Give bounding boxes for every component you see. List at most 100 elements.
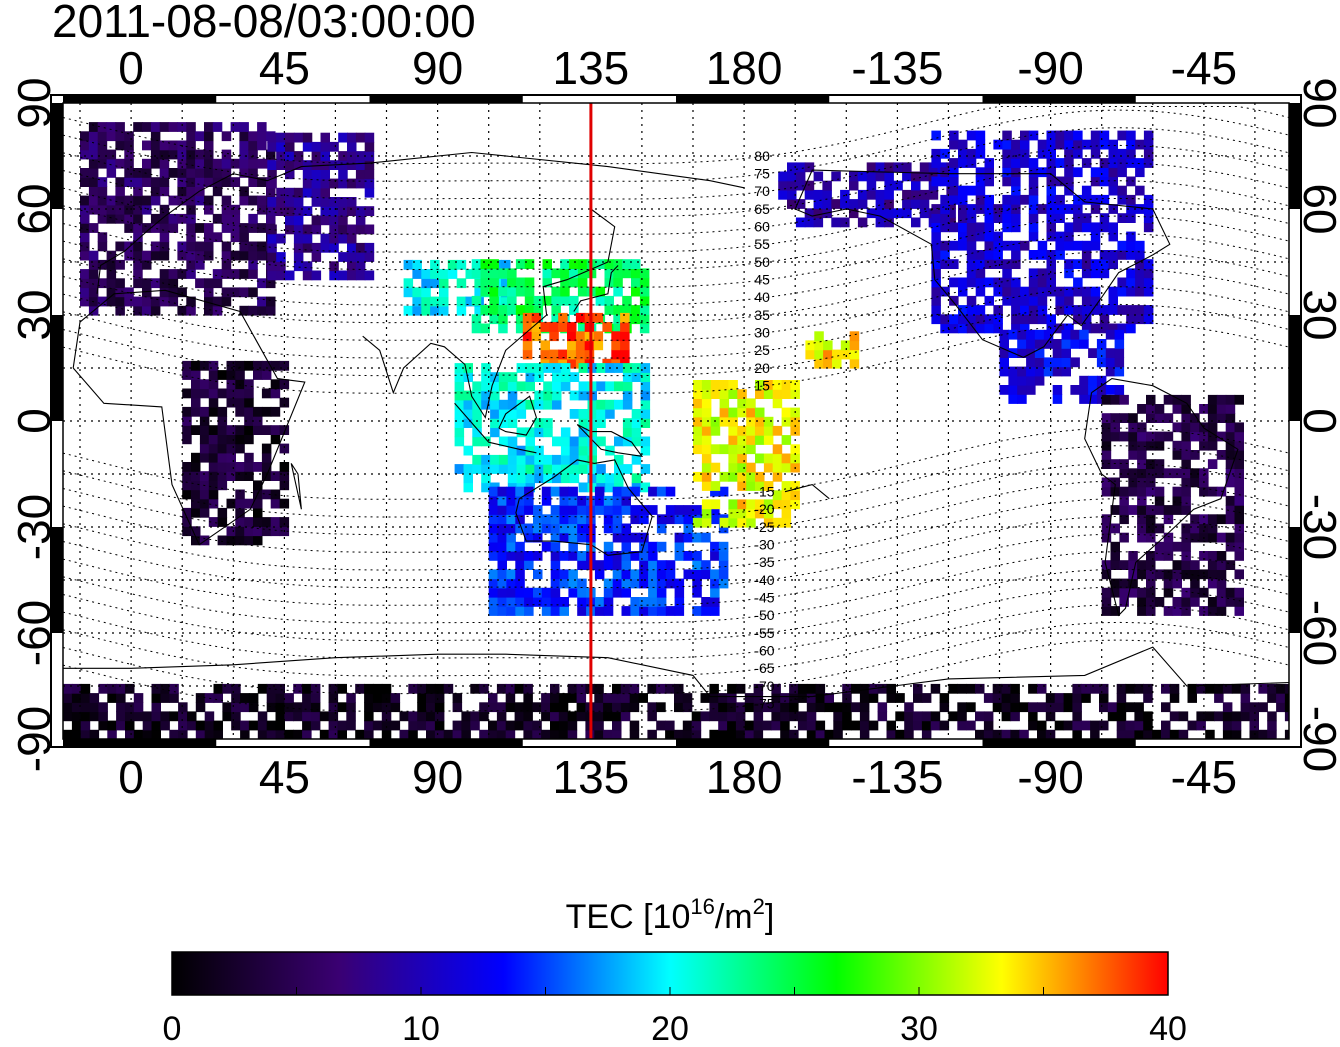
tec-cell xyxy=(515,486,525,497)
tec-cell xyxy=(596,464,606,474)
tec-cell xyxy=(248,287,258,298)
tec-cell xyxy=(709,683,719,694)
tec-cell xyxy=(1119,587,1129,598)
tec-cell xyxy=(447,259,458,270)
tec-cell xyxy=(911,180,921,191)
tec-cell xyxy=(629,720,640,731)
tec-cell xyxy=(1037,729,1047,739)
tec-cell xyxy=(605,409,615,419)
tec-cell xyxy=(1207,578,1218,589)
tec-cell xyxy=(276,132,286,143)
tec-cell xyxy=(434,720,445,731)
tec-cell xyxy=(560,436,571,447)
tec-cell xyxy=(524,486,534,497)
tec-cell xyxy=(320,151,330,161)
tec-cell xyxy=(168,195,179,206)
tec-cell xyxy=(285,151,295,161)
tec-cell xyxy=(208,471,219,481)
magnetic-latitude-label: -45 xyxy=(754,590,774,606)
tec-cell xyxy=(958,305,968,315)
tec-cell xyxy=(1276,702,1286,713)
tec-cell xyxy=(1190,450,1200,460)
tec-cell xyxy=(515,305,526,315)
tec-cell xyxy=(560,372,571,382)
tec-cell xyxy=(311,215,322,226)
y-tick-label-right: -30 xyxy=(1294,494,1340,560)
tec-cell xyxy=(235,507,245,518)
tec-cell xyxy=(1181,413,1191,423)
magnetic-latitude-label: 30 xyxy=(754,325,770,341)
tec-cell xyxy=(674,532,685,543)
tec-cell xyxy=(1119,597,1129,607)
x-tick-label-bottom: -90 xyxy=(1017,751,1083,803)
tec-cell xyxy=(261,370,272,380)
tec-cell xyxy=(540,322,550,332)
tec-cell xyxy=(1199,587,1209,598)
tec-cell xyxy=(199,388,210,399)
tec-cell xyxy=(831,171,841,182)
tec-cell xyxy=(1099,213,1110,223)
tec-cell xyxy=(753,683,764,694)
tec-cell xyxy=(1181,541,1191,552)
tec-cell xyxy=(525,399,535,410)
tec-cell xyxy=(1105,366,1116,377)
tec-cell xyxy=(1172,486,1182,497)
tec-cell xyxy=(1190,468,1200,479)
tec-cell xyxy=(199,471,210,481)
tec-cell xyxy=(160,711,170,722)
tec-cell xyxy=(474,305,484,316)
tec-cell xyxy=(267,141,277,152)
tec-cell xyxy=(984,158,994,168)
magnetic-latitude-label: -20 xyxy=(754,501,774,517)
tec-cell xyxy=(88,131,99,142)
tec-cell xyxy=(525,454,535,465)
tec-cell xyxy=(1101,394,1112,405)
tec-cell xyxy=(1052,385,1063,395)
tec-cell xyxy=(142,259,152,270)
tec-cell xyxy=(1037,295,1048,306)
tec-cell xyxy=(822,180,832,191)
tec-cell xyxy=(693,444,703,455)
tec-cell xyxy=(1128,431,1138,442)
tec-cell xyxy=(1101,440,1112,451)
tec-cell xyxy=(665,505,676,515)
tec-cell xyxy=(89,693,100,703)
tec-cell xyxy=(293,683,303,694)
tec-cell xyxy=(1134,683,1144,694)
tec-cell xyxy=(665,606,676,616)
tec-cell xyxy=(1081,720,1091,731)
tec-cell xyxy=(1190,560,1200,570)
tec-cell xyxy=(142,177,152,187)
tec-cell xyxy=(213,729,223,739)
tec-cell xyxy=(88,223,99,233)
tec-cell xyxy=(355,683,365,694)
tec-cell xyxy=(182,434,192,445)
tec-cell xyxy=(1190,431,1200,442)
tec-cell xyxy=(346,702,356,713)
tec-cell xyxy=(630,532,640,543)
tec-cell xyxy=(984,323,994,334)
tec-cell xyxy=(849,340,860,351)
tec-cell xyxy=(805,349,815,360)
tec-cell xyxy=(1216,404,1227,414)
tec-cell xyxy=(80,213,90,224)
tec-cell xyxy=(506,597,516,607)
tec-cell xyxy=(204,122,214,132)
tec-cell xyxy=(1108,231,1118,242)
tec-cell xyxy=(569,464,580,474)
tec-cell xyxy=(463,372,473,382)
tec-cell xyxy=(1079,329,1089,340)
tec-cell xyxy=(1046,268,1056,279)
tec-cell xyxy=(293,151,304,161)
tec-cell xyxy=(647,702,657,713)
tec-cell xyxy=(551,305,561,315)
tec-cell xyxy=(851,683,861,694)
tec-cell xyxy=(124,177,134,187)
tec-cell xyxy=(558,349,568,360)
tec-cell xyxy=(1216,578,1227,589)
tec-cell xyxy=(208,517,219,527)
tec-cell xyxy=(921,693,932,703)
frame-band-bottom xyxy=(676,739,830,747)
tec-cell xyxy=(124,140,134,151)
tec-cell xyxy=(550,683,560,694)
